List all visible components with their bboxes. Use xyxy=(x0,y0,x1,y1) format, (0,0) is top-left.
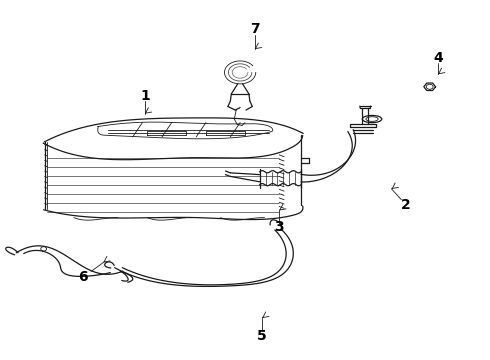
Text: 5: 5 xyxy=(257,329,267,343)
Text: 6: 6 xyxy=(78,270,88,284)
Text: 3: 3 xyxy=(274,220,284,234)
Text: 2: 2 xyxy=(401,198,411,212)
Text: 7: 7 xyxy=(250,22,260,36)
Text: 4: 4 xyxy=(433,51,443,65)
Text: 1: 1 xyxy=(140,89,150,103)
